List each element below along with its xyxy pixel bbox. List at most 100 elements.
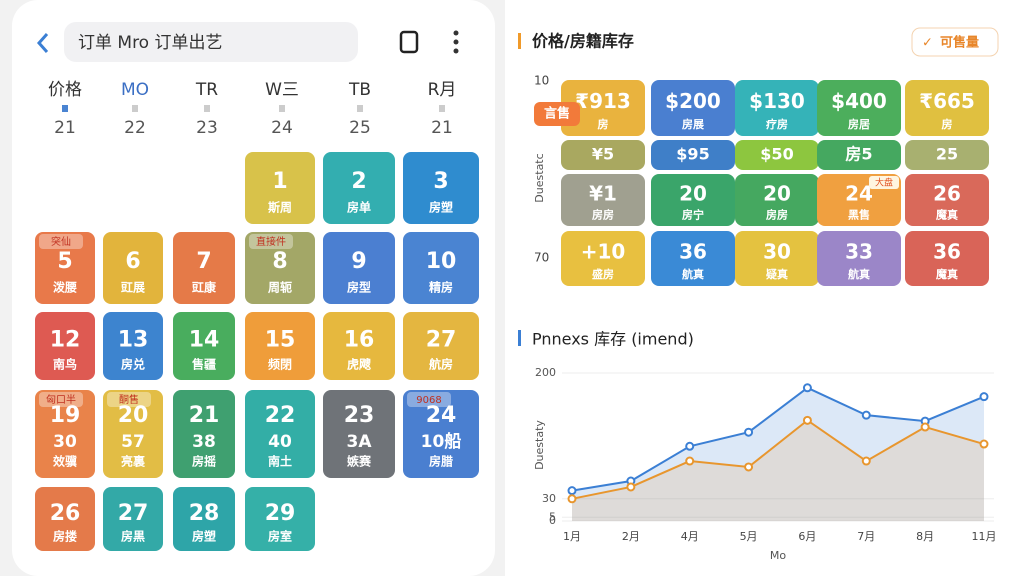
day-cell[interactable] <box>245 487 315 551</box>
price-cell[interactable] <box>561 80 645 136</box>
price-value: ₹665 <box>919 89 975 113</box>
more-icon[interactable] <box>453 30 459 54</box>
day-label: 房摇 <box>192 454 216 469</box>
badge[interactable] <box>911 27 999 57</box>
weekday: MO <box>121 80 149 100</box>
dot <box>357 105 363 112</box>
day-cell[interactable] <box>323 390 395 478</box>
price-cell[interactable] <box>735 174 819 226</box>
x-tick-label: 11月 <box>972 530 997 543</box>
price-sub: 房 <box>598 117 609 131</box>
price-cell[interactable] <box>735 231 819 286</box>
day-cell[interactable] <box>35 232 95 304</box>
day-cell[interactable] <box>173 390 235 478</box>
day-label: 售疆 <box>192 357 216 372</box>
price-value: 36 <box>679 240 707 264</box>
day-tag-text: 匈口半 <box>46 393 76 406</box>
price-cell[interactable] <box>817 140 901 170</box>
day-cell[interactable] <box>403 312 479 380</box>
price-sub: 魔真 <box>936 267 958 281</box>
price-sub: 航真 <box>848 267 870 281</box>
day-number: 27 <box>426 328 457 353</box>
day-cell[interactable] <box>323 232 395 304</box>
price-cell[interactable] <box>817 80 901 136</box>
price-cell[interactable] <box>651 174 735 226</box>
day-cell[interactable] <box>103 232 163 304</box>
point <box>744 427 754 437</box>
day-cell[interactable] <box>245 152 315 224</box>
day-cell[interactable] <box>403 232 479 304</box>
day-label: 房塑 <box>429 200 453 215</box>
price-cell[interactable] <box>561 140 645 170</box>
day-cell[interactable] <box>173 232 235 304</box>
price-cell[interactable] <box>817 231 901 286</box>
price-value: 25 <box>936 145 958 164</box>
price-sub: 房房 <box>766 208 788 222</box>
x-tick-label: 4月 <box>681 530 699 543</box>
day-cell[interactable] <box>35 312 95 380</box>
day-cell[interactable] <box>35 390 95 478</box>
price-cell[interactable] <box>905 80 989 136</box>
day-cell[interactable] <box>403 390 479 478</box>
day-cell[interactable] <box>103 312 163 380</box>
price-cell[interactable] <box>735 140 819 170</box>
x-tick-label: 2月 <box>622 530 640 543</box>
day-cell[interactable] <box>323 152 395 224</box>
day-label: 航房 <box>429 357 453 372</box>
side-tag <box>534 102 580 126</box>
price-cell[interactable] <box>735 80 819 136</box>
day-cell[interactable] <box>35 487 95 551</box>
day-extra: 57 <box>121 432 145 452</box>
day-cell[interactable] <box>245 312 315 380</box>
day-extra: 30 <box>53 432 77 452</box>
day-number: 29 <box>265 501 296 526</box>
x-tick-label: 6月 <box>798 530 816 543</box>
day-cell[interactable] <box>245 232 315 304</box>
day-label: 豇康 <box>192 280 217 295</box>
price-tag <box>869 176 899 189</box>
day-tag <box>249 234 293 249</box>
price-sub: 疑真 <box>766 267 788 281</box>
price-sub: 房房 <box>592 208 614 222</box>
day-label: 房单 <box>347 200 371 215</box>
price-cell[interactable] <box>651 140 735 170</box>
dot <box>132 105 138 112</box>
day-cell[interactable] <box>173 487 235 551</box>
day-number: 26 <box>50 501 81 526</box>
day-number: 15 <box>265 328 296 353</box>
price-cell[interactable] <box>651 231 735 286</box>
price-sub: 房宁 <box>682 208 704 222</box>
date: 22 <box>124 118 146 138</box>
price-sub: 魔真 <box>936 208 958 222</box>
clipboard-icon[interactable] <box>399 30 419 54</box>
day-cell[interactable] <box>323 312 395 380</box>
day-label: 泼腰 <box>53 280 77 295</box>
day-label: 频閉 <box>268 357 292 372</box>
dot <box>439 105 445 112</box>
day-tag <box>407 392 451 407</box>
price-value: 26 <box>933 181 961 205</box>
day-cell[interactable] <box>403 152 479 224</box>
price-cell[interactable] <box>561 174 645 226</box>
day-number: 21 <box>189 403 220 428</box>
weekday: W三 <box>265 80 299 100</box>
price-value: +10 <box>581 240 626 264</box>
price-cell[interactable] <box>905 174 989 226</box>
price-cell[interactable] <box>905 140 989 170</box>
day-cell[interactable] <box>245 390 315 478</box>
day-number: 23 <box>344 403 375 428</box>
point <box>802 415 812 425</box>
back-button[interactable] <box>36 33 49 53</box>
price-cell[interactable] <box>561 231 645 286</box>
day-cell[interactable] <box>173 312 235 380</box>
day-cell[interactable] <box>103 487 163 551</box>
day-label: 房黒 <box>121 528 145 543</box>
day-label: 精房 <box>429 280 453 295</box>
price-cell[interactable] <box>905 231 989 286</box>
x-tick-label: 5月 <box>740 530 758 543</box>
search-box[interactable] <box>64 22 358 62</box>
day-label: 房室 <box>268 528 292 543</box>
price-cell[interactable] <box>651 80 735 136</box>
dot <box>62 105 68 112</box>
day-cell[interactable] <box>103 390 163 478</box>
